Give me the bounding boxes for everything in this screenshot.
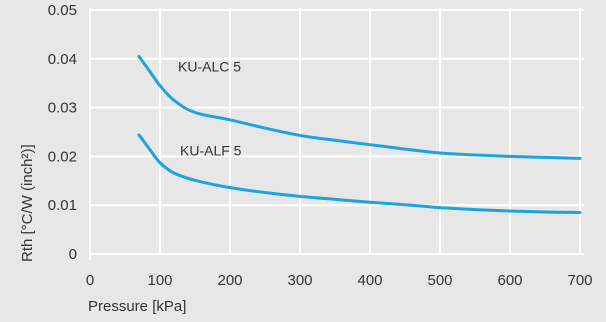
y-tick-label: 0.05 xyxy=(48,2,77,19)
y-tick-label: 0.03 xyxy=(48,100,77,117)
series-label: KU-ALF 5 xyxy=(180,143,242,159)
x-tick-label: 700 xyxy=(567,272,592,289)
y-axis-title: Rth [°C/W (inch²)] xyxy=(19,144,36,262)
tick-labels: 0 100 200 300 400 500 600 700 0 0.01 0.02 0.03 0.04 0… xyxy=(48,2,593,289)
x-tick-label: 600 xyxy=(497,272,522,289)
series-labels: KU-ALC 5 KU-ALF 5 xyxy=(178,59,242,159)
grid-lines xyxy=(90,8,584,255)
series-line xyxy=(137,54,582,160)
y-tick-label: 0.04 xyxy=(48,51,77,68)
x-tick-label: 100 xyxy=(147,272,172,289)
series-lines xyxy=(137,54,582,215)
x-tick-label: 500 xyxy=(427,272,452,289)
x-tick-label: 0 xyxy=(86,272,94,289)
x-tick-label: 200 xyxy=(217,272,242,289)
series-line xyxy=(137,133,582,215)
x-tick-label: 300 xyxy=(287,272,312,289)
y-tick-label: 0.01 xyxy=(48,197,77,214)
series-label: KU-ALC 5 xyxy=(178,59,241,75)
x-tick-label: 400 xyxy=(357,272,382,289)
y-tick-label: 0 xyxy=(69,246,77,263)
y-tick-label: 0.02 xyxy=(48,148,77,165)
x-axis-title: Pressure [kPa] xyxy=(88,298,186,315)
